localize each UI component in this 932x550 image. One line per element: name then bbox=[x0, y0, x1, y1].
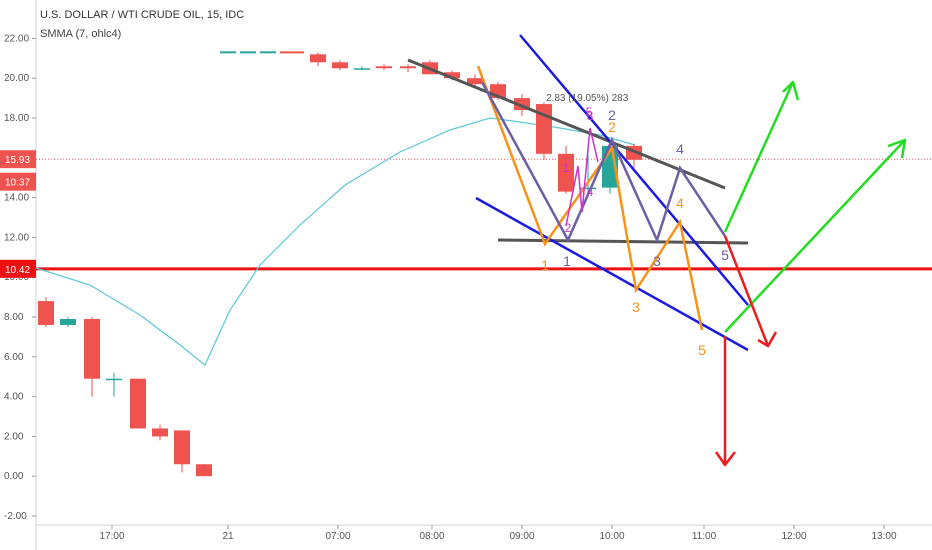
candle-body bbox=[444, 72, 460, 79]
fib-label: 2.83 (19.05%) 283 bbox=[546, 93, 629, 104]
candle-body bbox=[376, 66, 392, 69]
candle-body bbox=[558, 153, 574, 192]
bull-arrow-2-head bbox=[887, 138, 907, 159]
candle-body bbox=[106, 378, 122, 381]
x-tick-label: 12:00 bbox=[781, 531, 806, 542]
candle-body bbox=[38, 301, 54, 325]
candle-body bbox=[514, 98, 530, 111]
candle-body bbox=[400, 66, 416, 69]
candle-body bbox=[310, 54, 326, 63]
purple-wave-label: 2 bbox=[608, 107, 616, 123]
y-tick-label: 22.00 bbox=[4, 33, 29, 44]
bear-arrow-1-head bbox=[757, 331, 778, 348]
orange-wave bbox=[476, 65, 704, 331]
y-tick-label: 4.00 bbox=[4, 392, 24, 403]
y-tick-label: -2.00 bbox=[4, 511, 27, 522]
y-tick-label: 0.00 bbox=[4, 471, 24, 482]
chart-title: U.S. DOLLAR / WTI CRUDE OIL, 15, IDC bbox=[40, 9, 245, 21]
x-tick-label: 17:00 bbox=[99, 531, 124, 542]
price-tag-label: 10.42 bbox=[5, 265, 30, 276]
bear-arrow-2-head bbox=[714, 451, 736, 467]
bull-arrow-1 bbox=[723, 81, 795, 233]
x-tick-label: 21 bbox=[222, 531, 234, 542]
y-tick-label: 6.00 bbox=[4, 352, 24, 363]
purple-wave-label: 5 bbox=[721, 247, 729, 263]
bull-arrow-2 bbox=[724, 139, 906, 333]
orange-wave-label: 3 bbox=[632, 299, 640, 315]
candle-body bbox=[130, 378, 146, 429]
bear-arrow-1 bbox=[723, 235, 770, 347]
candle-body bbox=[196, 464, 212, 477]
price-tag bbox=[0, 259, 36, 278]
y-tick-label: 8.00 bbox=[4, 312, 24, 323]
price-tag bbox=[0, 172, 36, 191]
y-tick-label: 14.00 bbox=[4, 193, 29, 204]
x-tick-label: 11:00 bbox=[692, 531, 717, 542]
price-tag-label: 15.93 bbox=[5, 155, 30, 166]
candle-body bbox=[152, 428, 168, 437]
orange-wave-label: 2 bbox=[608, 119, 616, 135]
candle-body bbox=[174, 430, 190, 465]
magenta-wave-label: 1 bbox=[563, 161, 570, 175]
channel-upper-line bbox=[519, 34, 749, 306]
orange-wave-label: 1 bbox=[541, 257, 549, 273]
candle-body bbox=[60, 318, 76, 325]
purple-wave-label: 1 bbox=[563, 253, 571, 269]
y-tick-label: 20.00 bbox=[4, 73, 29, 84]
purple-wave-label: 3 bbox=[653, 253, 661, 269]
candle-body bbox=[354, 68, 370, 70]
lower-trend-line bbox=[497, 238, 749, 245]
channel-lower-line bbox=[475, 196, 749, 352]
price-tag-label: 10:37 bbox=[5, 178, 30, 189]
bull-arrow-1-head bbox=[782, 80, 800, 101]
x-tick-label: 09:00 bbox=[509, 531, 534, 542]
candle-body bbox=[84, 318, 100, 379]
y-tick-label: 2.00 bbox=[4, 431, 24, 442]
magenta-wave-label: 4 bbox=[587, 185, 594, 199]
purple-wave-label: 4 bbox=[676, 141, 684, 157]
candle-body bbox=[467, 78, 483, 85]
purple-wave bbox=[480, 81, 727, 244]
x-tick-label: 10:00 bbox=[599, 531, 624, 542]
magenta-wave bbox=[565, 127, 599, 227]
magenta-wave-label: 2 bbox=[565, 221, 572, 235]
magenta-wave-label: 5 bbox=[586, 105, 593, 119]
x-tick-label: 08:00 bbox=[419, 531, 444, 542]
x-tick-label: 13:00 bbox=[871, 531, 896, 542]
y-tick-label: 18.00 bbox=[4, 113, 29, 124]
x-tick-label: 07:00 bbox=[325, 531, 350, 542]
orange-wave-label: 4 bbox=[676, 195, 684, 211]
price-tag bbox=[0, 150, 36, 169]
upper-trend-line bbox=[407, 58, 726, 190]
candle-body bbox=[580, 187, 596, 190]
magenta-wave-label: 3 bbox=[587, 109, 594, 123]
orange-wave-label: 5 bbox=[698, 342, 706, 358]
y-tick-label: 12.00 bbox=[4, 232, 29, 243]
indicator-label: SMMA (7, ohlc4) bbox=[40, 28, 122, 40]
candle-body bbox=[332, 62, 348, 69]
